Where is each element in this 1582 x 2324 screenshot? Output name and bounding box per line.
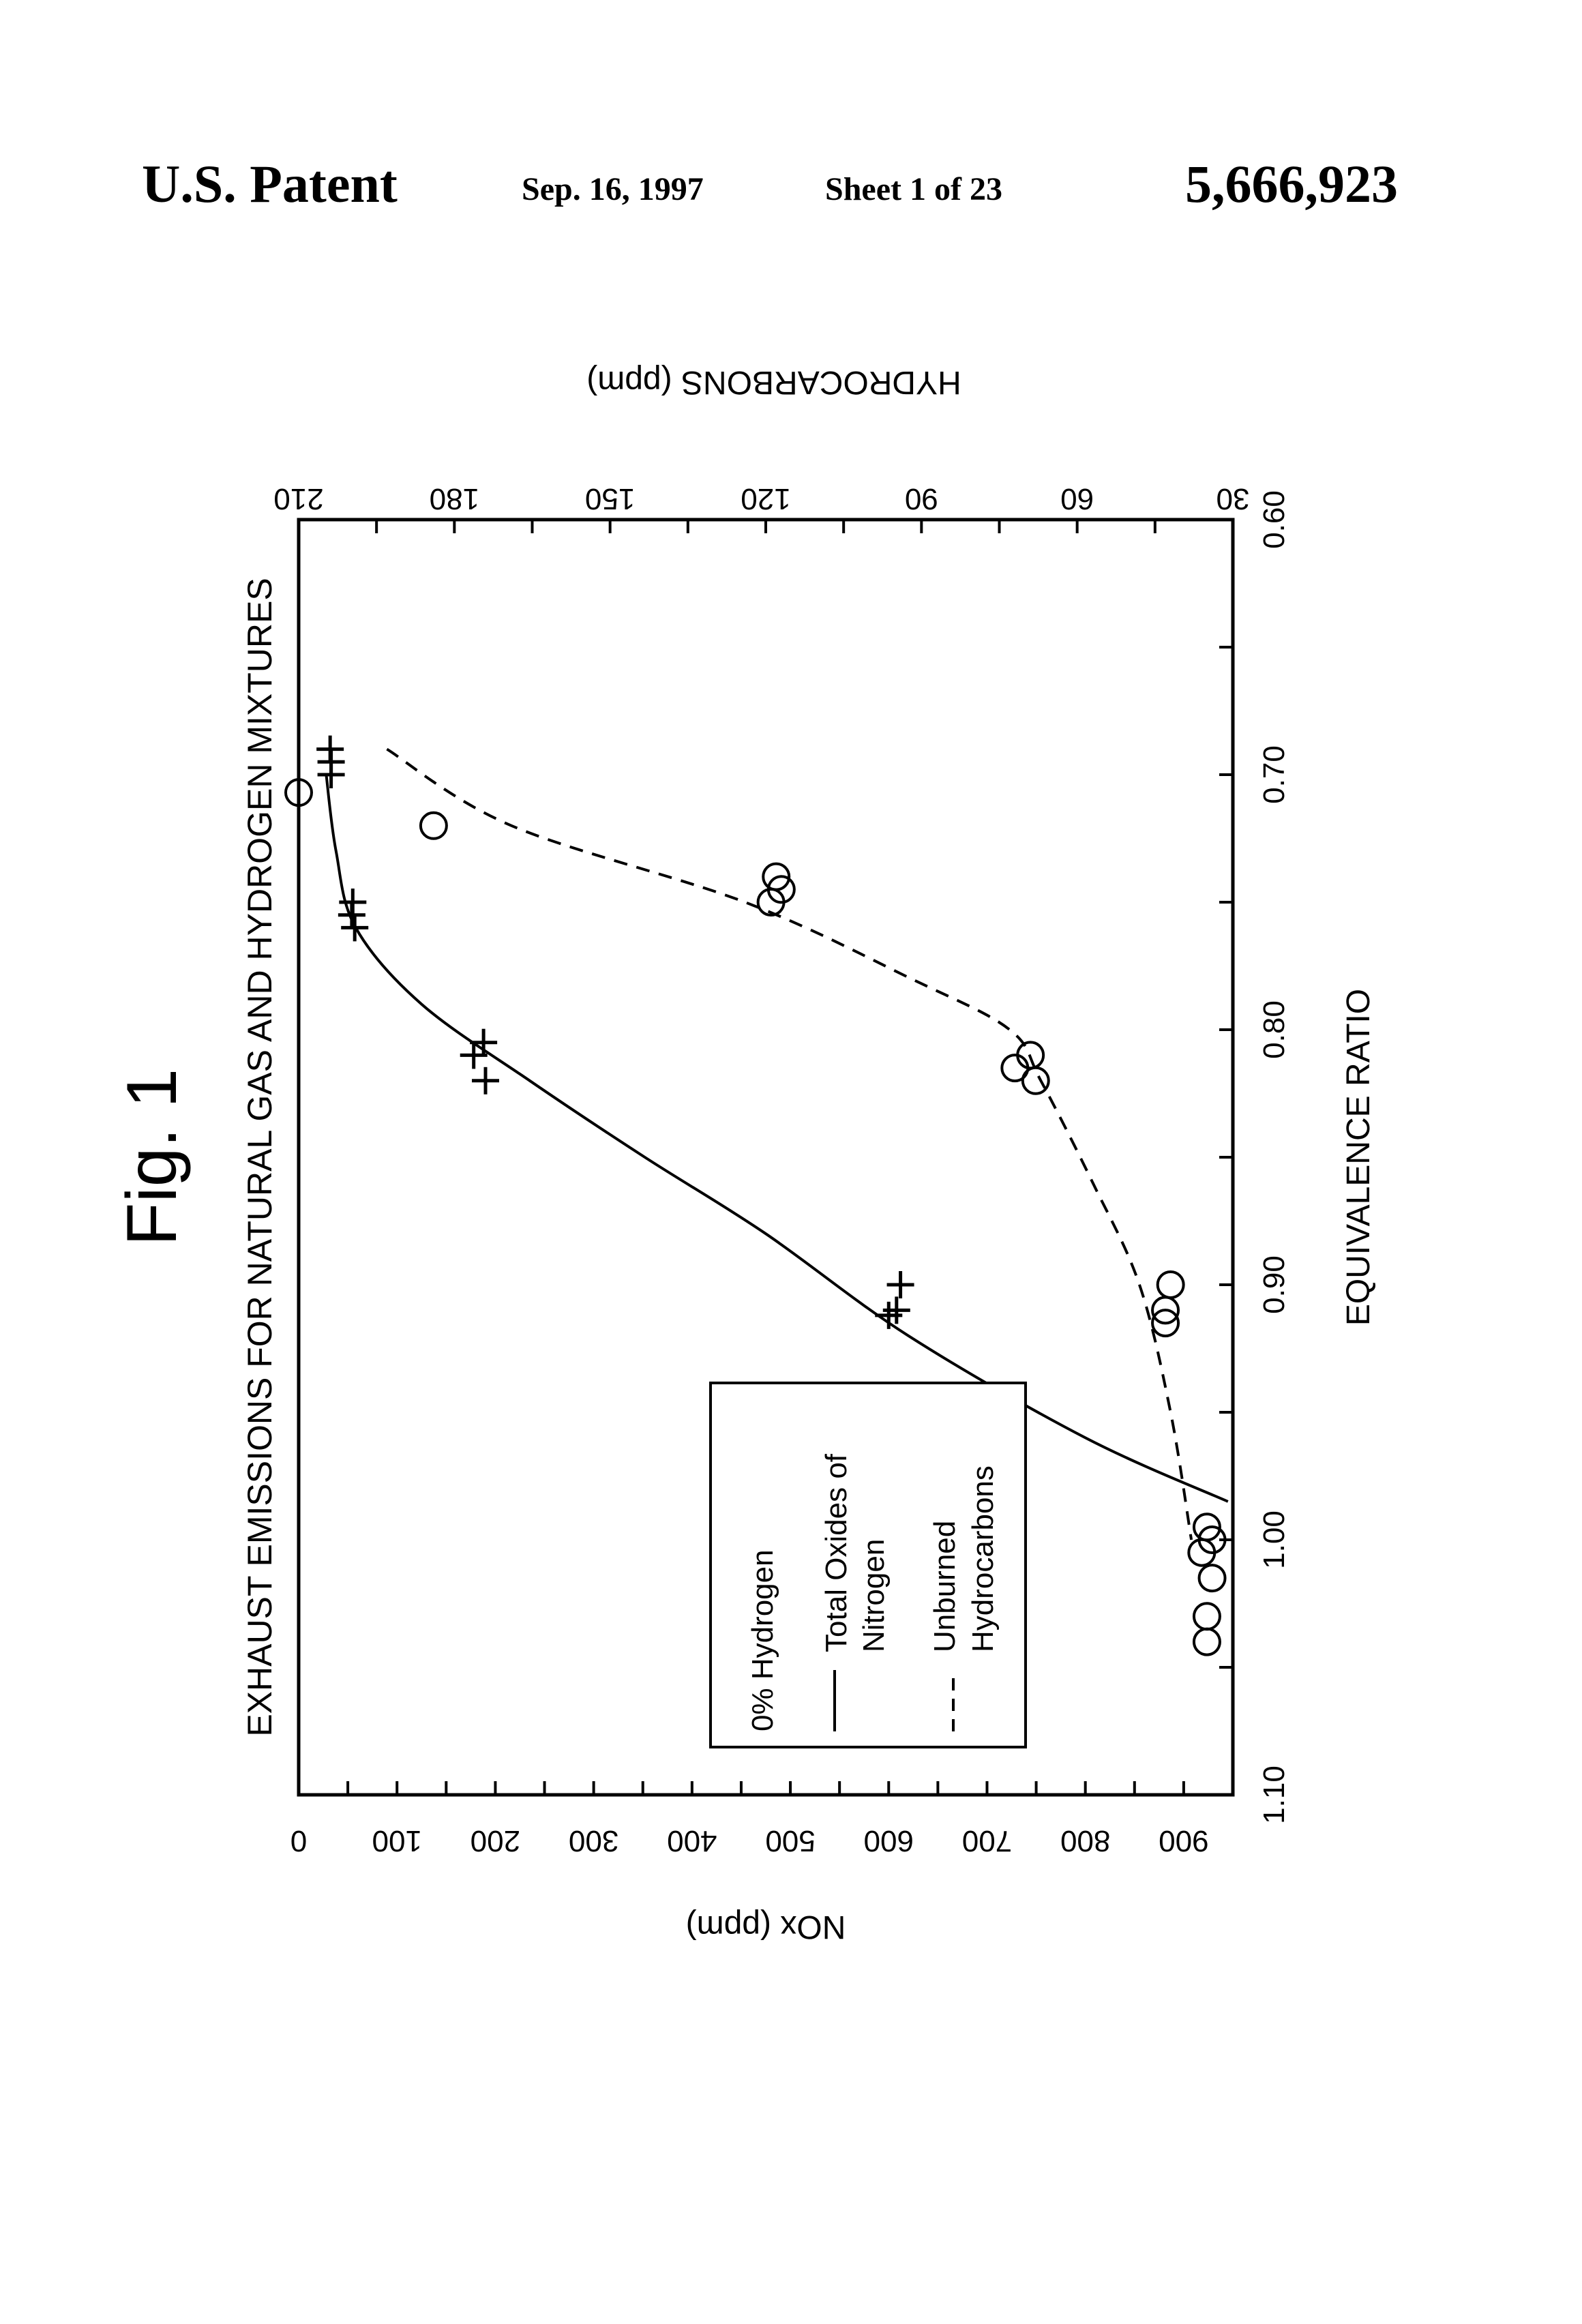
nox-point	[472, 1067, 499, 1094]
x-tick-label: 1.00	[1257, 1510, 1291, 1569]
hydrocarbons-point	[1023, 1068, 1049, 1094]
x-tick-label: 0.80	[1257, 1000, 1291, 1059]
x-tick-label: 1.10	[1257, 1766, 1291, 1824]
hydrocarbons-point	[421, 813, 447, 839]
nox-tick-label: 500	[765, 1824, 815, 1858]
hc-tick-label: 60	[1060, 482, 1094, 516]
hc-tick-label: 90	[905, 482, 938, 516]
legend-hc-label-2: Hydrocarbons	[966, 1465, 1000, 1652]
legend: 0% Hydrogen Total Oxides of Nitrogen Unb…	[711, 1383, 1026, 1747]
nox-tick-label: 600	[864, 1824, 914, 1858]
hydrocarbons-axis-label: HYDROCARBONS (ppm)	[586, 364, 961, 400]
hydrocarbons-point	[1158, 1272, 1184, 1298]
nox-tick-label: 0	[290, 1824, 307, 1858]
nox-point	[318, 761, 345, 788]
legend-hc-label-1: Unburned	[928, 1521, 961, 1652]
hc-tick-label: 180	[430, 482, 479, 516]
nox-tick-label: 300	[569, 1824, 618, 1858]
hydrocarbons-point	[1194, 1629, 1220, 1655]
nox-tick-label: 200	[471, 1824, 520, 1858]
hydrocarbons-point	[1199, 1565, 1225, 1591]
nox-point	[887, 1271, 914, 1298]
hc-tick-label: 30	[1217, 482, 1250, 516]
nox-tick-label: 800	[1060, 1824, 1110, 1858]
figure-label: Fig. 1	[113, 1069, 192, 1246]
hc-tick-label: 120	[741, 482, 790, 516]
hydrocarbons-point	[1194, 1603, 1220, 1629]
x-tick-label: 0.70	[1257, 745, 1291, 804]
legend-nox-label-2: Nitrogen	[857, 1539, 891, 1652]
nox-tick-label: 400	[667, 1824, 717, 1858]
nox-point	[341, 914, 368, 941]
nox-tick-label: 900	[1159, 1824, 1208, 1858]
nox-point	[338, 902, 365, 929]
hc-tick-label: 210	[273, 482, 323, 516]
nox-axis-label: NOx (ppm)	[686, 1909, 846, 1945]
x-axis-label: EQUIVALENCE RATIO	[1341, 989, 1377, 1326]
legend-title: 0% Hydrogen	[746, 1549, 779, 1731]
x-tick-label: 0.60	[1257, 490, 1291, 549]
legend-nox-label-1: Total Oxides of	[820, 1453, 853, 1652]
nox-tick-label: 700	[962, 1824, 1012, 1858]
hc-tick-label: 150	[585, 482, 635, 516]
chart-title: EXHAUST EMISSIONS FOR NATURAL GAS AND HY…	[241, 578, 279, 1736]
nox-tick-label: 100	[372, 1824, 421, 1858]
x-tick-label: 0.90	[1257, 1255, 1291, 1314]
